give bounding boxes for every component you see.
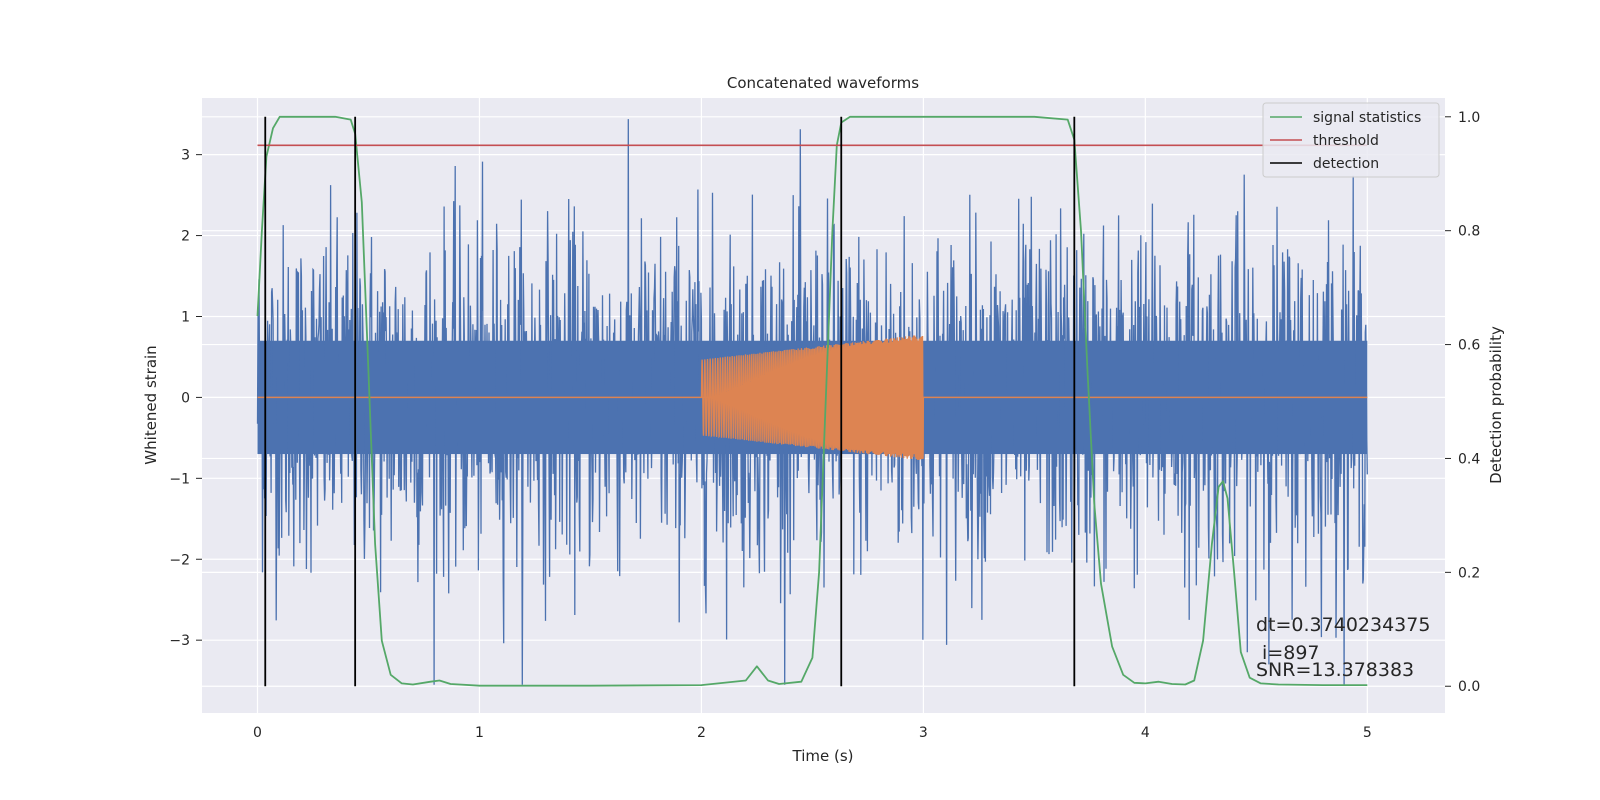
annotation-i: i=897 [1256,642,1320,664]
x-axis-label: Time (s) [792,747,854,765]
legend-label-threshold: threshold [1313,133,1379,149]
y-right-tick-label: 0.6 [1458,338,1480,354]
y-left-tick-label: 3 [181,148,190,164]
x-axis-ticks: 0 1 2 3 4 5 [253,725,1372,741]
y-left-tick-label: −1 [169,471,190,487]
plot-area [256,115,1368,687]
x-tick-label: 1 [475,725,484,741]
x-tick-label: 5 [1363,725,1372,741]
y-right-tick-label: 0.0 [1458,679,1480,695]
annotation-snr: SNR=13.378383 [1256,659,1414,681]
x-tick-label: 0 [253,725,262,741]
legend-label-signal-statistics: signal statistics [1313,110,1421,126]
y-left-tick-label: 1 [181,309,190,325]
annotation-dt: dt=0.3740234375 [1256,614,1430,636]
series-signal-statistics [256,115,1368,687]
legend-label-detection: detection [1313,156,1379,172]
y-left-tick-label: −3 [169,633,190,649]
y-right-tick-label: 0.4 [1458,451,1480,467]
y-left-tick-label: 2 [181,229,190,245]
y-right-tick-label: 0.8 [1458,224,1480,240]
y-right-axis-label: Detection probability [1487,326,1505,484]
y-right-tick-label: 0.2 [1458,565,1480,581]
series-chirp [257,335,1368,460]
series-detection [264,116,1076,687]
x-tick-label: 2 [697,725,706,741]
annotations: dt=0.3740234375 i=897 SNR=13.378383 [1256,614,1430,681]
x-tick-label: 3 [919,725,928,741]
y-left-axis-ticks: −3 −2 −1 0 1 2 3 [169,148,202,649]
legend-box [1262,102,1440,178]
y-right-tick-label: 1.0 [1458,110,1480,126]
chart-title: Concatenated waveforms [727,74,919,92]
y-left-axis-label: Whitened strain [142,345,160,464]
x-tick-label: 4 [1141,725,1150,741]
legend: signal statistics threshold detection [1262,102,1440,178]
y-left-tick-label: −2 [169,552,190,568]
y-right-axis-ticks: 0.0 0.2 0.4 0.6 0.8 1.0 [1445,110,1480,695]
y-left-tick-label: 0 [181,390,190,406]
chirp-trace [700,335,925,460]
signal-statistics-line [256,115,1368,687]
